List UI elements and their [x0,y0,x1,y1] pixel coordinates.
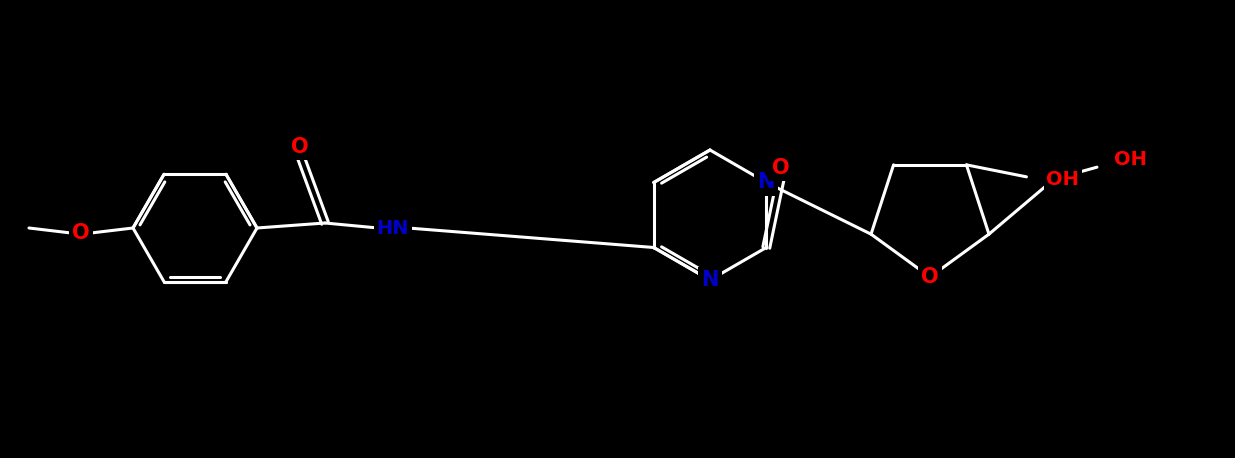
Text: O: O [291,137,309,157]
Text: N: N [701,270,719,290]
Text: O: O [72,223,90,243]
Text: O: O [772,158,790,178]
Text: HN: HN [377,218,409,238]
Text: O: O [921,267,939,287]
Text: OH: OH [1046,170,1079,189]
Text: N: N [757,173,776,192]
Text: OH: OH [1114,150,1147,169]
